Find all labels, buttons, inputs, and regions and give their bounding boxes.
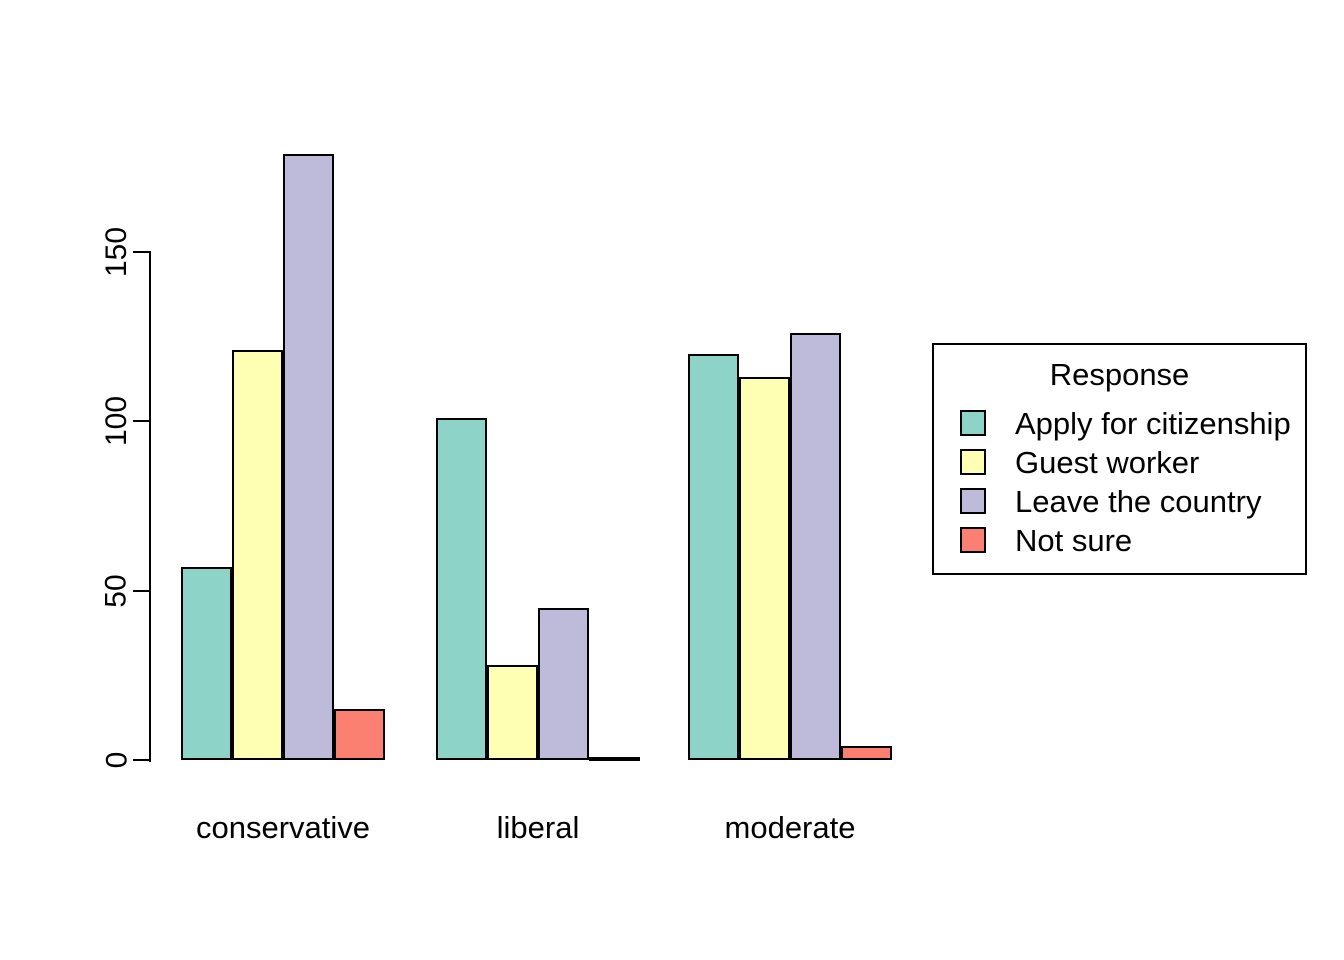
y-axis-tick — [133, 251, 151, 253]
legend-item: Guest worker — [934, 443, 1305, 482]
bar-conservative-guest-worker — [232, 350, 283, 760]
legend-swatch-not-sure — [960, 526, 986, 553]
legend-swatch-guest-worker — [960, 448, 986, 475]
bar-conservative-leave-the-country — [283, 153, 334, 760]
legend-swatch-apply-for-citizenship — [960, 409, 986, 436]
legend-item-label: Not sure — [1015, 522, 1133, 558]
y-axis-tick — [133, 759, 151, 761]
legend-box: Response Apply for citizenship Guest work… — [932, 343, 1307, 575]
y-axis-tick-value: 50 — [100, 573, 133, 608]
bar-moderate-guest-worker — [739, 377, 790, 760]
bar-liberal-apply-for-citizenship — [436, 417, 487, 760]
y-axis-tick-label: 150 — [57, 192, 177, 312]
legend-item: Leave the country — [934, 482, 1305, 521]
legend-title: Response — [1049, 357, 1190, 392]
bar-conservative-apply-for-citizenship — [181, 566, 232, 760]
y-axis-tick — [133, 420, 151, 423]
legend-swatch-leave-the-country — [960, 487, 986, 514]
legend-item-label: Apply for citizenship — [1015, 405, 1291, 441]
x-axis-label-liberal: liberal — [496, 810, 580, 845]
y-axis-tick-label: 50 — [57, 531, 177, 651]
y-axis-tick-value: 150 — [100, 226, 133, 278]
bar-liberal-leave-the-country — [538, 607, 589, 760]
bar-liberal-not-sure — [589, 756, 640, 761]
bar-liberal-guest-worker — [487, 665, 538, 760]
x-axis-label-conservative: conservative — [195, 810, 371, 845]
y-axis-line — [149, 252, 151, 762]
bar-conservative-not-sure — [334, 709, 385, 760]
legend-item: Apply for citizenship — [934, 404, 1305, 443]
y-axis-tick-value: 0 — [100, 751, 133, 769]
legend-item-label: Leave the country — [1015, 483, 1262, 519]
bar-moderate-apply-for-citizenship — [688, 353, 739, 760]
y-axis-tick — [133, 589, 151, 592]
bar-moderate-not-sure — [841, 746, 892, 760]
x-axis-label-moderate: moderate — [724, 810, 856, 845]
y-axis-tick-label: 100 — [57, 361, 177, 481]
legend-item-label: Guest worker — [1015, 444, 1200, 480]
y-axis-tick-value: 100 — [100, 396, 133, 447]
legend-item: Not sure — [934, 521, 1305, 560]
bar-moderate-leave-the-country — [790, 333, 841, 760]
y-axis-tick-label: 0 — [57, 700, 177, 820]
